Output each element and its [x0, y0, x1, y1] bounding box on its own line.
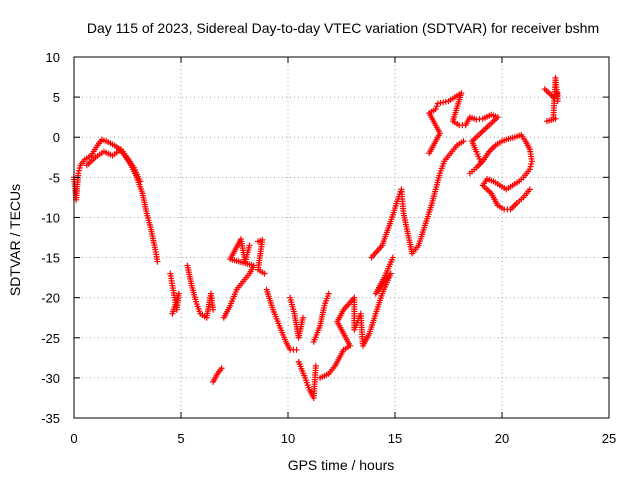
x-tick-label: 0	[70, 431, 77, 446]
x-tick-label: 20	[495, 431, 509, 446]
y-tick-label: -10	[41, 210, 60, 225]
data-point	[437, 99, 444, 106]
data-point	[528, 160, 535, 167]
data-point	[440, 99, 447, 106]
data-point	[261, 270, 268, 277]
data-point	[442, 98, 449, 105]
data-point	[293, 346, 300, 353]
x-axis-label: GPS time / hours	[288, 457, 395, 473]
data-point	[543, 118, 550, 125]
data-point	[527, 163, 534, 170]
data-point	[433, 103, 440, 110]
x-tick-label: 25	[602, 431, 616, 446]
data-point	[312, 362, 319, 369]
data-point	[434, 100, 441, 107]
data-point	[169, 310, 176, 317]
data-point	[432, 106, 439, 113]
data-point	[75, 170, 82, 177]
y-tick-label: 0	[53, 130, 60, 145]
y-axis-label: SDTVAR / TECUs	[7, 184, 23, 296]
y-tick-label: -35	[41, 411, 60, 426]
data-point	[389, 254, 396, 261]
plot-frame	[73, 56, 610, 419]
data-point	[137, 178, 144, 185]
data-point	[210, 306, 217, 313]
data-point	[528, 158, 535, 165]
y-tick-label: 5	[53, 90, 60, 105]
data-point	[325, 290, 332, 297]
x-tick-label: 5	[177, 431, 184, 446]
y-tick-label: -25	[41, 331, 60, 346]
axis-ticks: 0 5 10 15 20 25 10 5 0 -5 -10 -15 -20 -25 -30 -35	[41, 50, 616, 446]
x-tick-label: 15	[388, 431, 402, 446]
chart-title: Day 115 of 2023, Sidereal Day-to-day VTE…	[87, 20, 599, 36]
data-point	[246, 242, 253, 249]
data-point	[299, 314, 306, 321]
data-point	[218, 365, 225, 372]
y-tick-label: 10	[46, 50, 60, 65]
y-tick-label: -30	[41, 371, 60, 386]
data-point	[460, 138, 467, 145]
data-point	[154, 258, 161, 265]
y-tick-label: -15	[41, 251, 60, 266]
data-points	[71, 74, 561, 401]
data-point	[76, 164, 83, 171]
data-point	[75, 167, 82, 174]
y-tick-label: -20	[41, 291, 60, 306]
grid	[74, 57, 609, 418]
x-tick-label: 10	[281, 431, 295, 446]
data-point	[526, 186, 533, 193]
y-tick-label: -5	[48, 170, 60, 185]
